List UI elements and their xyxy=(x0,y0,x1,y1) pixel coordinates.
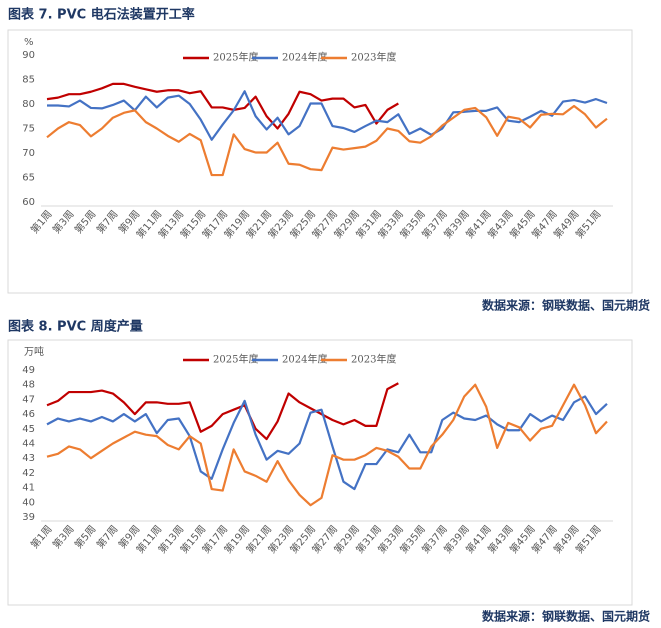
chart-title: 图表 8. PVC 周度产量 xyxy=(8,319,143,335)
legend-label: 2023年度 xyxy=(351,353,396,366)
y-axis-unit: 万吨 xyxy=(24,345,44,358)
source-note: 数据来源：钢联数据、国元期货 xyxy=(482,609,650,624)
x-tick-label: 第7周 xyxy=(94,208,121,237)
y-tick-label: 39 xyxy=(22,512,35,523)
y-tick-label: 85 xyxy=(22,75,35,86)
legend-label: 2023年度 xyxy=(351,51,396,64)
legend-label: 2025年度 xyxy=(213,51,258,64)
series-line xyxy=(46,104,608,177)
series-line xyxy=(46,383,608,507)
chart-frame xyxy=(7,29,633,294)
y-tick-label: 43 xyxy=(22,453,35,464)
legend-label: 2024年度 xyxy=(282,353,327,366)
x-tick-label: 第5周 xyxy=(72,208,99,237)
y-tick-label: 75 xyxy=(22,124,35,135)
x-tick-label: 第3周 xyxy=(50,523,77,552)
legend-label: 2024年度 xyxy=(282,51,327,64)
y-tick-label: 42 xyxy=(22,468,35,479)
chart-title: 图表 7. PVC 电石法装置开工率 xyxy=(8,7,195,23)
series-line xyxy=(46,382,399,441)
y-tick-label: 40 xyxy=(22,497,35,508)
y-tick-label: 48 xyxy=(22,380,35,391)
series-line xyxy=(46,395,608,491)
series-line xyxy=(46,82,399,130)
series-line xyxy=(47,90,608,141)
y-tick-label: 49 xyxy=(22,365,35,376)
y-tick-label: 65 xyxy=(22,173,35,184)
y-tick-label: 90 xyxy=(22,50,35,61)
legend-label: 2025年度 xyxy=(213,353,258,366)
y-tick-label: 80 xyxy=(22,99,35,110)
y-tick-label: 47 xyxy=(22,394,35,405)
y-tick-label: 70 xyxy=(22,148,35,159)
y-tick-label: 60 xyxy=(22,197,35,208)
y-tick-label: 46 xyxy=(22,409,35,420)
y-tick-label: 44 xyxy=(22,439,35,450)
source-note: 数据来源：钢联数据、国元期货 xyxy=(482,298,650,313)
y-axis-unit: % xyxy=(24,37,34,48)
x-tick-label: 第5周 xyxy=(72,523,99,552)
y-tick-label: 45 xyxy=(22,424,35,435)
x-tick-label: 第1周 xyxy=(28,523,55,552)
chart-frame xyxy=(7,339,633,606)
x-tick-label: 第1周 xyxy=(28,208,55,237)
x-tick-label: 第3周 xyxy=(50,208,77,237)
x-tick-label: 第7周 xyxy=(94,523,121,552)
y-tick-label: 41 xyxy=(22,483,35,494)
